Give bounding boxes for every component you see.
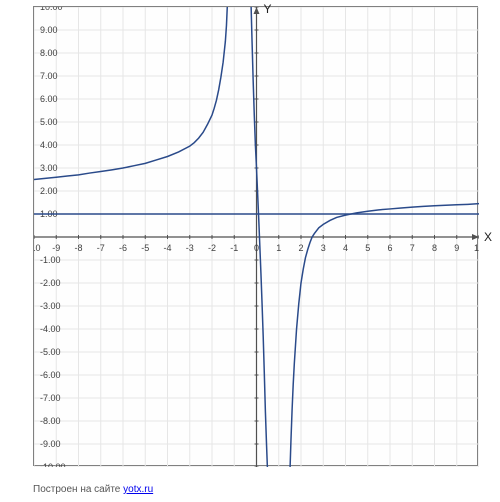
y-tick-label: -1.00 (40, 255, 61, 265)
x-axis-arrow (472, 234, 479, 240)
y-tick-label: 2.00 (40, 186, 58, 196)
x-tick-label: -4 (163, 243, 171, 253)
y-tick-label: 8.00 (40, 48, 58, 58)
y-tick-label: -9.00 (40, 439, 61, 449)
y-tick-label: 3.00 (40, 163, 58, 173)
y-tick-label: 7.00 (40, 71, 58, 81)
curve-left-branch (34, 7, 228, 179)
x-tick-label: -7 (97, 243, 105, 253)
x-tick-label: 0 (254, 243, 259, 253)
x-tick-label: -10 (34, 243, 41, 253)
chart-container: -10-9-8-7-6-5-4-3-2-1012345678910-10.00-… (0, 0, 500, 502)
x-tick-label: 4 (343, 243, 348, 253)
plot-svg: -10-9-8-7-6-5-4-3-2-1012345678910-10.00-… (34, 7, 479, 467)
y-axis-label: Y (264, 2, 272, 16)
x-tick-label: -6 (119, 243, 127, 253)
x-tick-label: -5 (141, 243, 149, 253)
x-tick-label: 2 (298, 243, 303, 253)
y-tick-label: -6.00 (40, 370, 61, 380)
x-tick-label: 1 (276, 243, 281, 253)
x-tick-label: 6 (387, 243, 392, 253)
y-axis-arrow (254, 7, 260, 14)
y-tick-label: 10.00 (40, 7, 63, 12)
x-tick-label: -3 (186, 243, 194, 253)
y-tick-label: -3.00 (40, 301, 61, 311)
y-tick-label: 6.00 (40, 94, 58, 104)
y-tick-label: -7.00 (40, 393, 61, 403)
curve-right-branch (290, 204, 479, 467)
x-tick-label: 3 (321, 243, 326, 253)
x-axis-label: X (484, 230, 492, 244)
y-tick-label: -2.00 (40, 278, 61, 288)
credit-text: Построен на сайте yotx.ru (33, 484, 153, 495)
y-tick-label: -4.00 (40, 324, 61, 334)
y-tick-label: 5.00 (40, 117, 58, 127)
y-tick-label: 9.00 (40, 25, 58, 35)
plot-frame: -10-9-8-7-6-5-4-3-2-1012345678910-10.00-… (33, 6, 478, 466)
y-tick-label: 4.00 (40, 140, 58, 150)
x-tick-label: -9 (52, 243, 60, 253)
credit-link[interactable]: yotx.ru (123, 484, 153, 495)
y-tick-label: -5.00 (40, 347, 61, 357)
credit-prefix: Построен на сайте (33, 484, 123, 495)
x-tick-label: 5 (365, 243, 370, 253)
y-tick-label: -10.00 (40, 462, 66, 467)
x-tick-label: -2 (208, 243, 216, 253)
x-tick-label: 7 (410, 243, 415, 253)
x-tick-label: 8 (432, 243, 437, 253)
x-tick-label: -1 (230, 243, 238, 253)
x-tick-label: 10 (474, 243, 479, 253)
y-tick-label: -8.00 (40, 416, 61, 426)
x-tick-label: -8 (74, 243, 82, 253)
x-tick-label: 9 (454, 243, 459, 253)
